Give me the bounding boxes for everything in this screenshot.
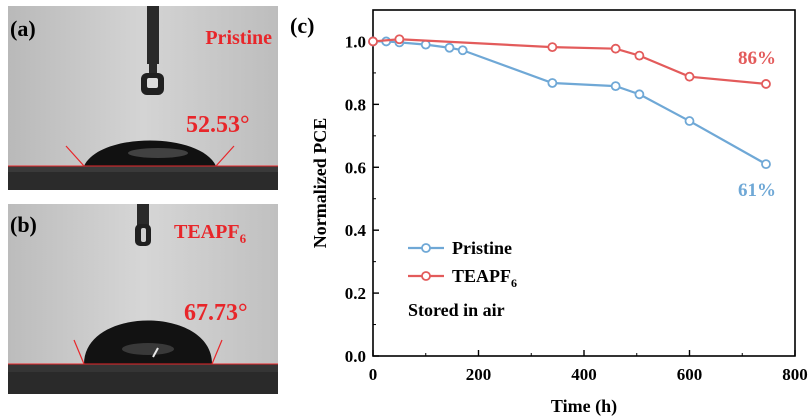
end-value-label-pristine: 61%	[738, 180, 776, 201]
legend-marker-teapf6	[421, 271, 431, 281]
data-point-pristine	[634, 89, 645, 100]
data-point-teapf6	[684, 71, 695, 82]
contact-angle-line-left	[65, 145, 85, 167]
contact-angle-line-right	[211, 339, 223, 365]
data-point-pristine	[547, 78, 558, 88]
y-tick-label: 0.8	[345, 95, 366, 114]
data-point-teapf6	[394, 34, 405, 45]
data-point-pristine	[610, 81, 621, 92]
data-point-teapf6	[761, 79, 771, 89]
data-point-pristine	[457, 45, 468, 56]
syringe-needle	[147, 6, 159, 64]
end-value-label-teapf6: 86%	[738, 48, 776, 69]
legend-note: Stored in air	[408, 300, 505, 320]
chart-svg: (c) 0 200 400 600 800 0.0 0.2 0.4 0.6 0.8 1.0 Time …	[290, 9, 808, 417]
x-tick-label: 200	[466, 365, 492, 384]
contact-angle-photo-teapf6: (b) TEAPF6 67.73°	[8, 204, 278, 394]
panel-letter-c: (c)	[290, 13, 314, 38]
x-axis-label: Time (h)	[551, 396, 617, 417]
y-tick-label: 0.0	[345, 347, 366, 366]
legend-label-teapf6: TEAPF6	[452, 266, 517, 290]
needle-neck	[149, 64, 157, 74]
data-point-pristine	[684, 116, 695, 126]
panel-letter-b: (b)	[10, 212, 37, 237]
water-droplet	[84, 320, 212, 364]
x-tick-label: 600	[677, 365, 703, 384]
needle-tip-hole	[141, 228, 146, 242]
legend-label-pristine: Pristine	[452, 238, 512, 258]
contact-angle-value-teapf6: 67.73°	[184, 300, 248, 326]
data-point-teapf6	[547, 42, 558, 53]
panel-title-teapf6: TEAPF6	[174, 221, 247, 246]
contact-angle-value-pristine: 52.53°	[186, 112, 250, 138]
series-line-pristine	[373, 40, 767, 166]
data-point-pristine	[761, 159, 771, 170]
contact-angle-line-right	[215, 145, 235, 167]
data-point-teapf6	[610, 43, 621, 54]
y-tick-label: 0.2	[345, 284, 366, 303]
droplet-image-teapf6: (b) TEAPF6 67.73°	[8, 204, 278, 394]
y-tick-label: 0.6	[345, 158, 366, 177]
y-tick-label: 1.0	[345, 32, 366, 51]
data-point-teapf6	[634, 50, 645, 61]
droplet-image-pristine: (a) Pristine 52.53°	[8, 6, 278, 190]
contact-angle-photo-pristine: (a) Pristine 52.53°	[8, 6, 278, 190]
legend-marker-pristine	[421, 243, 431, 253]
contact-angle-line-left	[73, 339, 85, 365]
x-tick-label: 0	[369, 365, 378, 384]
y-tick-label: 0.4	[345, 221, 367, 240]
needle-tip-hole	[147, 78, 158, 88]
panel-title-pristine: Pristine	[205, 27, 272, 49]
panel-letter-a: (a)	[10, 16, 36, 41]
data-point-pristine	[444, 42, 455, 53]
data-point-teapf6	[368, 36, 378, 47]
x-tick-label: 800	[782, 365, 808, 384]
y-axis-label: Normalized PCE	[310, 118, 330, 248]
x-tick-label: 400	[571, 365, 597, 384]
pce-stability-chart: (c) 0 200 400 600 800 0.0 0.2 0.4 0.6 0.8 1.0 Time …	[290, 0, 811, 420]
